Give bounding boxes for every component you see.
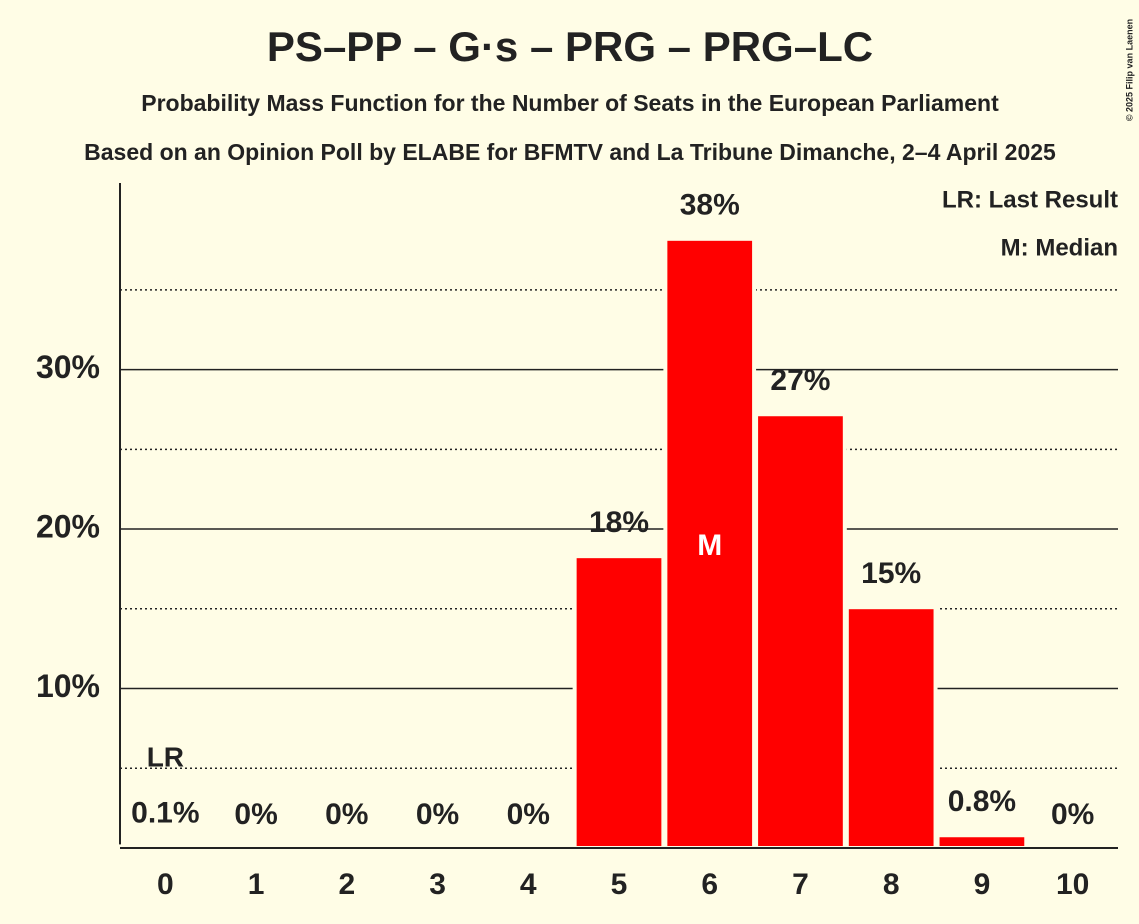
y-tick-label: 20% xyxy=(36,509,100,545)
value-label: 18% xyxy=(589,506,649,539)
bar xyxy=(754,412,847,850)
x-tick-label: 10 xyxy=(1056,868,1089,901)
x-tick-label: 5 xyxy=(611,868,628,901)
value-label: 0.8% xyxy=(948,785,1016,818)
bar xyxy=(663,236,757,850)
bar xyxy=(935,833,1029,850)
x-tick-label: 4 xyxy=(520,868,537,901)
value-label: 15% xyxy=(861,557,921,590)
x-tick-label: 9 xyxy=(974,868,991,901)
value-label: 0% xyxy=(507,798,550,831)
x-tick-label: 7 xyxy=(792,868,809,901)
x-tick-label: 8 xyxy=(883,868,900,901)
x-tick-label: 1 xyxy=(248,868,265,901)
value-label: 27% xyxy=(770,364,830,397)
x-tick-label: 0 xyxy=(157,868,174,901)
chart-subtitle: Probability Mass Function for the Number… xyxy=(141,90,999,116)
value-label: 0% xyxy=(234,798,277,831)
median-marker: M xyxy=(697,529,722,562)
copyright: © 2025 Filip van Laenen xyxy=(1124,19,1134,121)
y-tick-label: 10% xyxy=(36,668,100,704)
x-tick-label: 6 xyxy=(701,868,718,901)
bar xyxy=(572,554,666,850)
y-tick-label: 30% xyxy=(36,349,100,385)
x-tick-label: 3 xyxy=(429,868,446,901)
x-tick-label: 2 xyxy=(338,868,355,901)
value-label: 0% xyxy=(1051,798,1094,831)
value-label: 38% xyxy=(680,189,740,222)
bar xyxy=(844,605,938,851)
last-result-marker: LR xyxy=(147,741,184,772)
legend-last-result: LR: Last Result xyxy=(942,186,1118,213)
chart-title: PS–PP – G·s – PRG – PRG–LC xyxy=(267,23,873,70)
value-label: 0.1% xyxy=(131,796,199,829)
legend-median: M: Median xyxy=(1001,234,1118,261)
value-label: 0% xyxy=(325,798,368,831)
value-label: 0% xyxy=(416,798,459,831)
chart-source: Based on an Opinion Poll by ELABE for BF… xyxy=(84,139,1056,165)
